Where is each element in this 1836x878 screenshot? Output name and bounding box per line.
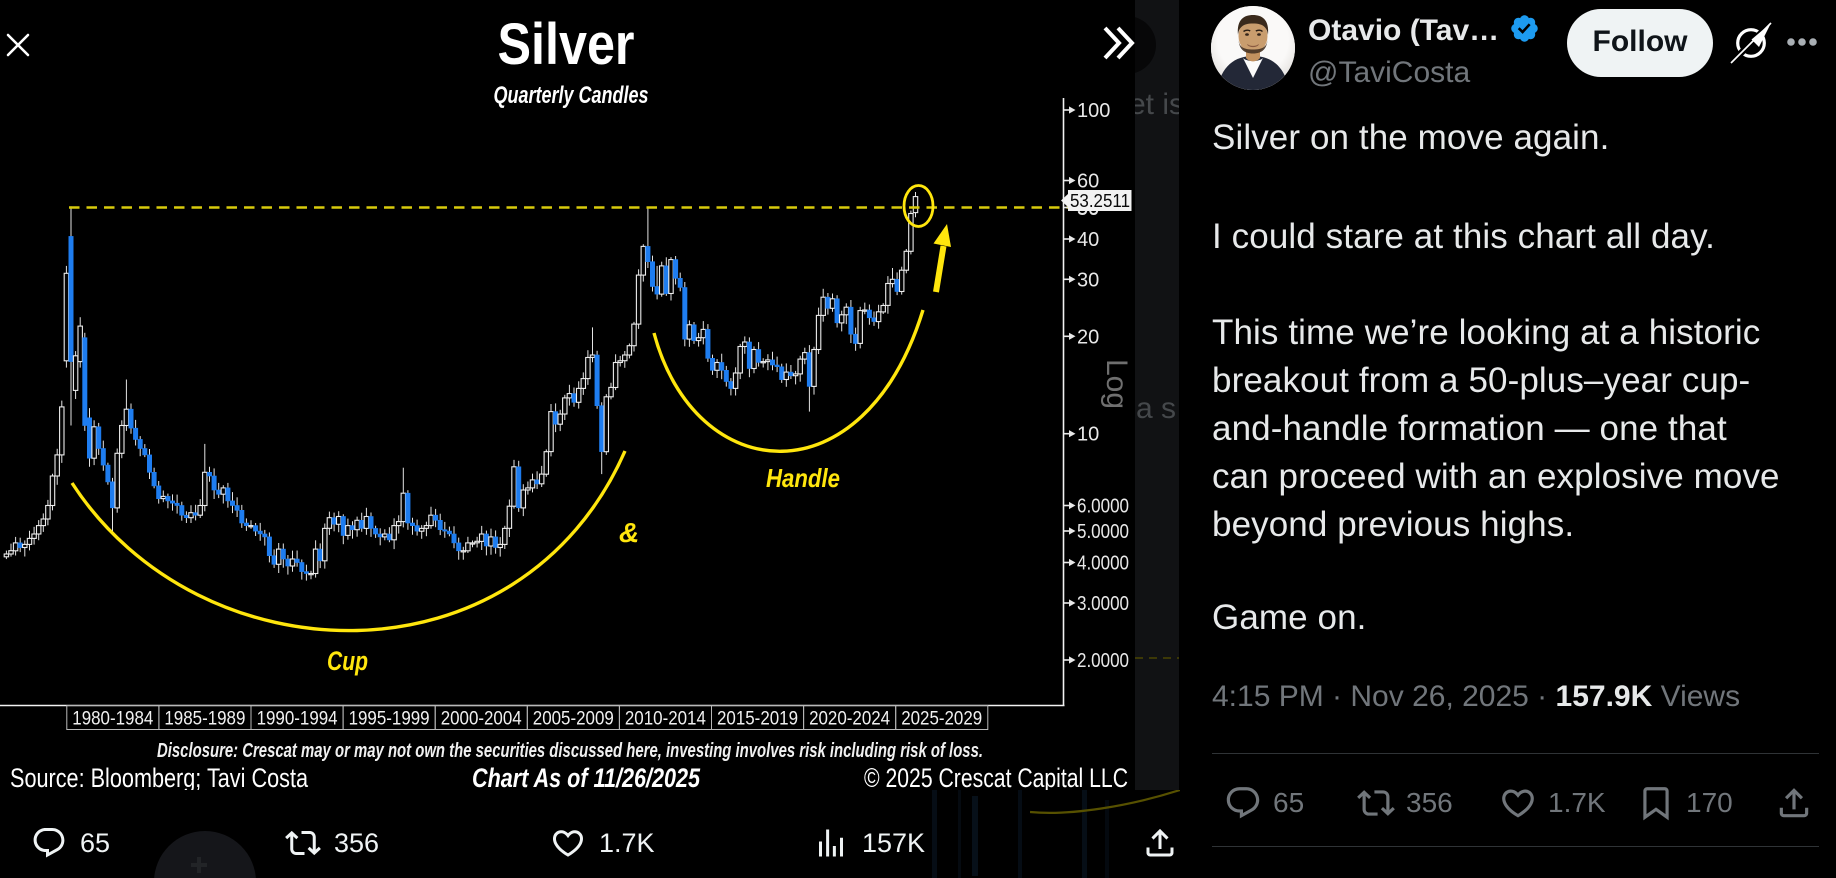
svg-text:3.0000: 3.0000 (1077, 593, 1129, 615)
svg-text:60: 60 (1077, 171, 1099, 193)
svg-text:2020-2024: 2020-2024 (809, 708, 890, 730)
svg-text:1990-1994: 1990-1994 (257, 708, 338, 730)
svg-text:100: 100 (1077, 100, 1110, 122)
svg-text:40: 40 (1077, 229, 1099, 251)
svg-text:2025-2029: 2025-2029 (901, 708, 982, 730)
svg-text:2010-2014: 2010-2014 (625, 708, 706, 730)
svg-text:5.0000: 5.0000 (1077, 521, 1129, 543)
svg-text:Cup: Cup (327, 646, 368, 676)
svg-text:Quarterly Candles: Quarterly Candles (494, 82, 649, 109)
svg-text:2.0000: 2.0000 (1077, 650, 1129, 672)
svg-text:2000-2004: 2000-2004 (441, 708, 522, 730)
svg-text:Silver: Silver (498, 12, 635, 77)
svg-text:30: 30 (1077, 269, 1099, 291)
svg-text:2005-2009: 2005-2009 (533, 708, 614, 730)
svg-text:Disclosure: Crescat may or may: Disclosure: Crescat may or may not own t… (157, 740, 983, 762)
svg-text:Chart As of 11/26/2025: Chart As of 11/26/2025 (472, 763, 701, 790)
svg-text:1985-1989: 1985-1989 (164, 708, 245, 730)
svg-text:10: 10 (1077, 424, 1099, 446)
svg-text:6.0000: 6.0000 (1077, 496, 1129, 518)
svg-text:53.2511: 53.2511 (1070, 190, 1130, 211)
svg-text:Log: Log (1100, 359, 1133, 409)
svg-text:2015-2019: 2015-2019 (717, 708, 798, 730)
svg-text:4.0000: 4.0000 (1077, 553, 1129, 575)
svg-text:© 2025 Crescat Capital LLC: © 2025 Crescat Capital LLC (864, 763, 1128, 790)
svg-text:1995-1999: 1995-1999 (349, 708, 430, 730)
svg-text:Source: Bloomberg; Tavi Costa: Source: Bloomberg; Tavi Costa (10, 763, 309, 790)
svg-text:&: & (619, 517, 639, 548)
svg-text:20: 20 (1077, 326, 1099, 348)
svg-text:1980-1984: 1980-1984 (72, 708, 153, 730)
svg-text:Handle: Handle (766, 463, 840, 493)
